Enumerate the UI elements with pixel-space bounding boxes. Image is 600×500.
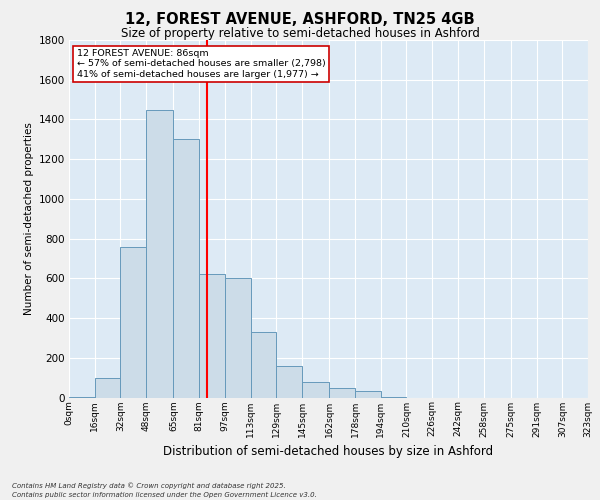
Bar [121,246,146,398]
Text: Size of property relative to semi-detached houses in Ashford: Size of property relative to semi-detach… [121,28,479,40]
Bar [329,388,355,398]
Text: 12 FOREST AVENUE: 86sqm
← 57% of semi-detached houses are smaller (2,798)
41% of: 12 FOREST AVENUE: 86sqm ← 57% of semi-de… [77,49,326,78]
Bar [355,390,381,398]
Bar [95,378,121,398]
Text: 12, FOREST AVENUE, ASHFORD, TN25 4GB: 12, FOREST AVENUE, ASHFORD, TN25 4GB [125,12,475,28]
Bar [302,382,329,398]
Bar [173,140,199,398]
Bar [199,274,225,398]
Y-axis label: Number of semi-detached properties: Number of semi-detached properties [25,122,34,315]
Bar [225,278,251,398]
Bar [381,396,406,398]
Text: Contains HM Land Registry data © Crown copyright and database right 2025.: Contains HM Land Registry data © Crown c… [12,482,286,489]
Bar [146,110,173,398]
Bar [251,332,276,398]
Bar [69,396,95,398]
X-axis label: Distribution of semi-detached houses by size in Ashford: Distribution of semi-detached houses by … [163,445,494,458]
Text: Contains public sector information licensed under the Open Government Licence v3: Contains public sector information licen… [12,492,317,498]
Bar [276,366,302,398]
